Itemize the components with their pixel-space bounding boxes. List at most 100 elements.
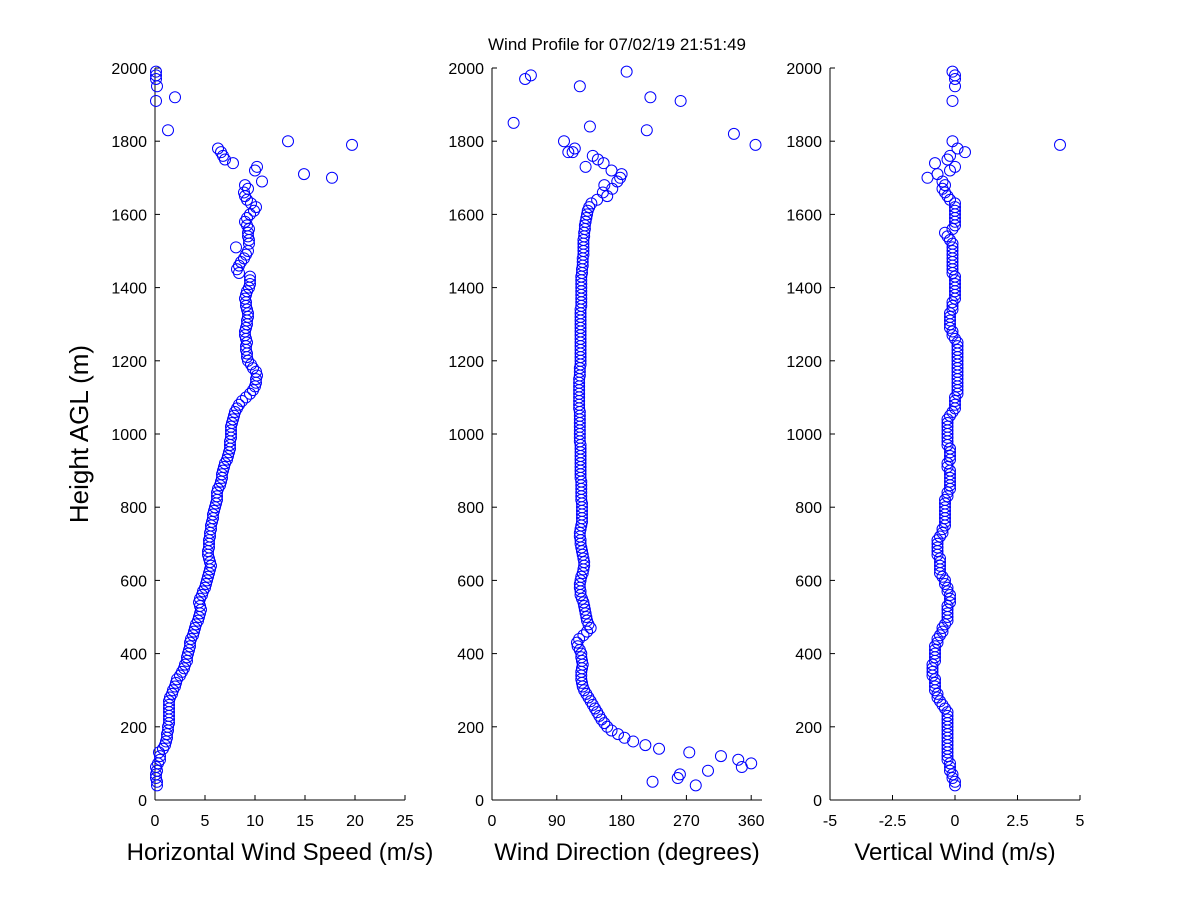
data-point <box>949 332 961 345</box>
data-point <box>939 497 951 510</box>
data-point <box>646 775 659 788</box>
y-tick-label: 400 <box>457 647 484 664</box>
data-point <box>584 695 597 708</box>
data-point <box>562 146 575 159</box>
x-tick-label: 0 <box>151 813 160 830</box>
data-point <box>939 702 951 715</box>
x-tick-label: 5 <box>1076 813 1085 830</box>
data-point <box>939 226 951 239</box>
y-tick-label: 1000 <box>448 427 484 444</box>
data-point <box>251 160 263 173</box>
data-point <box>946 329 959 342</box>
data-point <box>245 197 257 210</box>
data-point <box>951 343 964 356</box>
data-point <box>568 142 581 155</box>
x-tick-label: 180 <box>608 813 635 830</box>
data-point <box>939 186 951 199</box>
y-tick-label: 1600 <box>786 207 822 224</box>
y-tick-label: 1800 <box>786 134 822 151</box>
data-point <box>199 581 211 594</box>
data-point <box>949 398 961 411</box>
data-point <box>230 241 242 254</box>
data-point <box>150 72 162 85</box>
y-tick-label: 1200 <box>448 354 484 371</box>
data-point <box>573 80 586 93</box>
data-point <box>946 135 959 148</box>
data-point <box>944 596 956 609</box>
data-point <box>644 91 657 104</box>
data-point <box>946 299 959 312</box>
data-point <box>578 600 591 613</box>
data-point <box>239 292 251 305</box>
y-tick-label: 200 <box>120 720 147 737</box>
data-point <box>201 574 213 587</box>
data-point <box>203 567 215 580</box>
data-point <box>571 640 584 653</box>
data-point <box>946 325 959 338</box>
scatter-series <box>921 65 1066 792</box>
data-point <box>946 772 959 785</box>
data-point <box>578 603 591 616</box>
data-point <box>580 212 593 225</box>
y-tick-label: 1000 <box>111 427 147 444</box>
data-point <box>574 574 587 587</box>
data-point <box>944 314 956 327</box>
panel-speed: 0 200 400 600 800 1000 1200 1400 1600 1800 2000 0 5 1… <box>111 61 433 866</box>
data-point <box>939 501 951 514</box>
data-point <box>205 559 217 572</box>
data-point <box>211 490 223 503</box>
data-point <box>193 611 205 623</box>
data-point <box>689 779 702 792</box>
x-tick-label: -2.5 <box>879 813 907 830</box>
data-point <box>949 72 961 85</box>
data-point <box>944 149 956 162</box>
data-point <box>745 757 758 770</box>
data-point <box>941 190 954 203</box>
data-point <box>936 523 949 536</box>
data-point <box>192 614 204 627</box>
data-point <box>581 208 594 221</box>
data-point <box>256 175 268 188</box>
data-point <box>683 746 696 759</box>
data-point <box>240 391 252 404</box>
data-point <box>579 160 592 173</box>
data-point <box>166 687 178 700</box>
data-point <box>573 578 586 591</box>
data-point <box>585 197 598 210</box>
data-point <box>702 764 714 777</box>
data-point <box>227 413 239 426</box>
data-point <box>674 94 687 107</box>
data-point <box>949 160 961 173</box>
data-point <box>241 336 253 349</box>
y-tick-label: 400 <box>795 647 822 664</box>
data-point <box>298 168 310 181</box>
data-point <box>605 164 618 177</box>
data-point <box>150 69 162 82</box>
y-tick-label: 0 <box>813 793 822 810</box>
data-point <box>598 717 611 730</box>
data-point <box>714 750 727 763</box>
data-point <box>163 698 175 711</box>
x-tick-label: 270 <box>673 813 700 830</box>
data-point <box>929 647 941 660</box>
data-point <box>949 69 961 82</box>
data-point <box>929 673 941 686</box>
panel-direction: 0 200 400 600 800 1000 1200 1400 1600 1800 2000 0 90… <box>448 61 764 866</box>
data-point <box>162 124 174 137</box>
y-tick-label: 600 <box>457 573 484 590</box>
data-point <box>939 179 951 192</box>
data-point <box>931 168 944 181</box>
data-point <box>193 596 205 609</box>
y-tick-label: 400 <box>120 647 147 664</box>
data-point <box>618 731 631 744</box>
x-tick-label: 0 <box>488 813 497 830</box>
data-point <box>939 578 951 591</box>
x-tick-label: 0 <box>951 813 960 830</box>
data-point <box>244 270 256 283</box>
data-point <box>586 149 599 162</box>
data-point <box>946 223 959 236</box>
data-point <box>222 449 234 462</box>
data-point <box>611 175 624 188</box>
x-axis-label: Wind Direction (degrees) <box>494 839 759 866</box>
data-point <box>926 662 939 675</box>
